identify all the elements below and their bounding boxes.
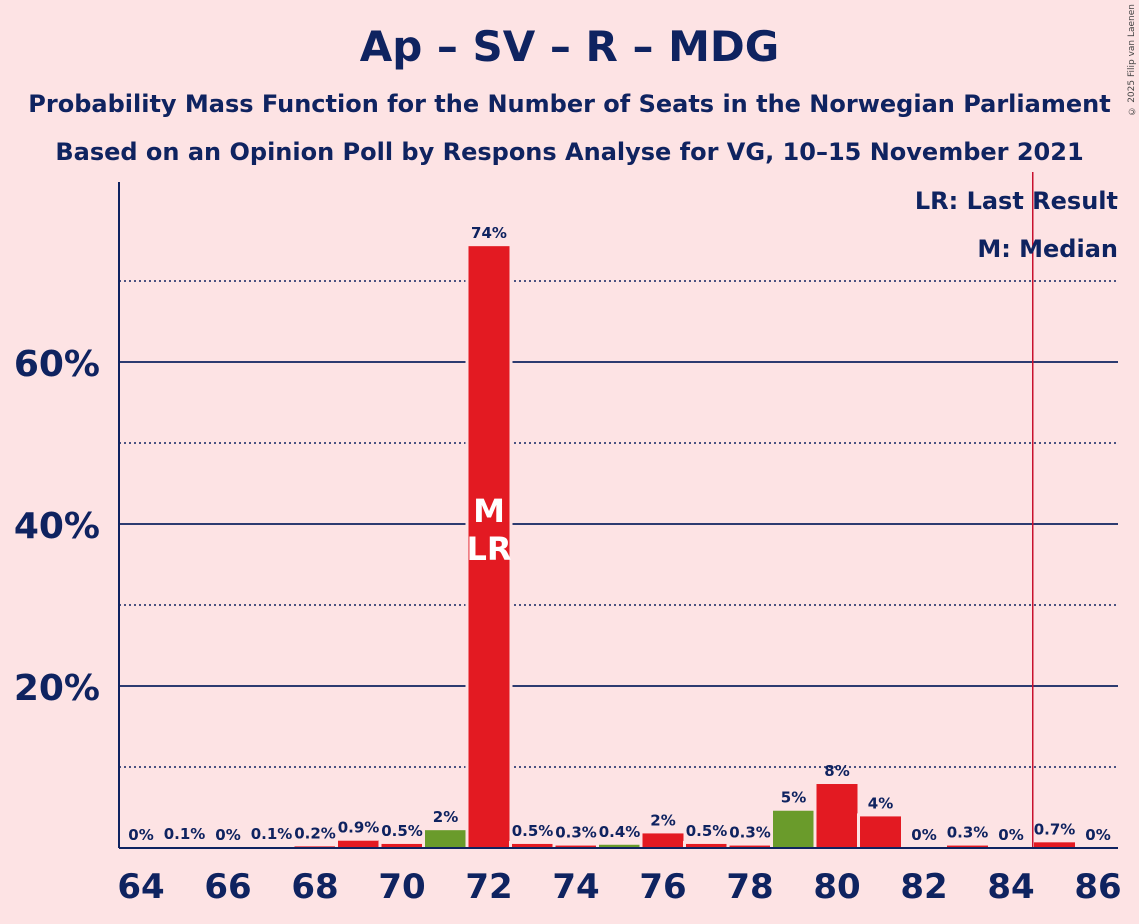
bar-80	[816, 784, 858, 848]
last-result-marker: LR	[466, 530, 511, 568]
bar-69	[338, 840, 379, 848]
bar-label-83: 0.3%	[947, 824, 989, 842]
x-tick-label-76: 76	[639, 867, 686, 907]
x-axis-labels: 64 66 68 70 72 74 76 78 80 82 84 86	[117, 867, 1121, 907]
bar-label-70: 0.5%	[381, 822, 423, 840]
grid-lines	[119, 280, 1118, 768]
bar-label-73: 0.5%	[512, 822, 554, 840]
bar-78	[729, 845, 771, 848]
bar-81	[860, 816, 901, 848]
bar-70	[381, 843, 423, 848]
bar-label-68: 0.2%	[294, 824, 336, 842]
bar-75	[599, 844, 640, 848]
bar-83	[947, 845, 988, 848]
bar-label-76: 2%	[650, 811, 675, 829]
bar-71	[425, 830, 466, 848]
bar-label-80: 8%	[824, 762, 849, 780]
median-lr-markers: MLR	[466, 492, 511, 568]
bar-halo-74	[552, 842, 600, 848]
bar-label-79: 5%	[781, 789, 806, 807]
x-tick-label-64: 64	[117, 867, 164, 907]
y-tick-label-20: 20%	[14, 668, 100, 709]
bar-label-71: 2%	[433, 808, 458, 826]
bar-label-82: 0%	[911, 826, 936, 844]
x-tick-label-74: 74	[552, 867, 599, 907]
bar-halo-68	[291, 843, 339, 848]
bar-label-75: 0.4%	[599, 823, 641, 841]
bar-label-66: 0%	[215, 826, 240, 844]
bar-halo-83	[944, 842, 991, 848]
x-tick-label-66: 66	[204, 867, 251, 907]
bar-label-86: 0%	[1085, 826, 1110, 844]
bar-halo-67	[248, 844, 295, 848]
y-axis-labels: 20% 40% 60%	[14, 344, 100, 709]
x-tick-label-82: 82	[900, 867, 947, 907]
bar-label-74: 0.3%	[555, 824, 597, 842]
bar-label-77: 0.5%	[686, 822, 728, 840]
bar-79	[773, 810, 814, 848]
median-marker: M	[473, 492, 505, 530]
bar-label-85: 0.7%	[1034, 820, 1076, 838]
bar-76	[642, 833, 684, 848]
x-tick-label-70: 70	[378, 867, 425, 907]
legend-median: M: Median	[977, 235, 1118, 263]
chart-subtitle-1: Probability Mass Function for the Number…	[28, 90, 1111, 118]
bar-label-69: 0.9%	[338, 819, 380, 837]
bar-label-84: 0%	[998, 826, 1023, 844]
bar-label-65: 0.1%	[164, 825, 206, 843]
x-tick-label-72: 72	[465, 867, 512, 907]
legend-last-result: LR: Last Result	[915, 187, 1118, 215]
bar-label-72: 74%	[471, 224, 507, 242]
chart-title: Ap – SV – R – MDG	[359, 22, 780, 71]
x-tick-label-78: 78	[726, 867, 773, 907]
bar-halo-78	[726, 842, 774, 848]
bar-74	[555, 845, 597, 848]
bar-label-67: 0.1%	[251, 825, 293, 843]
bars	[161, 243, 1078, 849]
bar-labels: 0% 0.1% 0% 0.1% 0.2% 0.9% 0.5%2%74%0.5% 0.3% 0.4…	[128, 224, 1110, 844]
x-tick-label-68: 68	[291, 867, 338, 907]
x-tick-label-86: 86	[1074, 867, 1121, 907]
bar-77	[686, 843, 727, 848]
y-tick-label-40: 40%	[14, 506, 100, 547]
bar-label-81: 4%	[868, 794, 893, 812]
bar-label-64: 0%	[128, 826, 153, 844]
bar-72	[468, 246, 510, 849]
bar-85	[1034, 842, 1075, 848]
bar-halo-65	[161, 844, 208, 848]
axes	[118, 172, 1118, 849]
y-tick-label-60: 60%	[14, 344, 100, 385]
bar-label-78: 0.3%	[729, 824, 771, 842]
x-tick-label-80: 80	[813, 867, 860, 907]
bar-73	[512, 843, 553, 848]
chart-subtitle-2: Based on an Opinion Poll by Respons Anal…	[55, 138, 1084, 166]
x-tick-label-84: 84	[987, 867, 1034, 907]
